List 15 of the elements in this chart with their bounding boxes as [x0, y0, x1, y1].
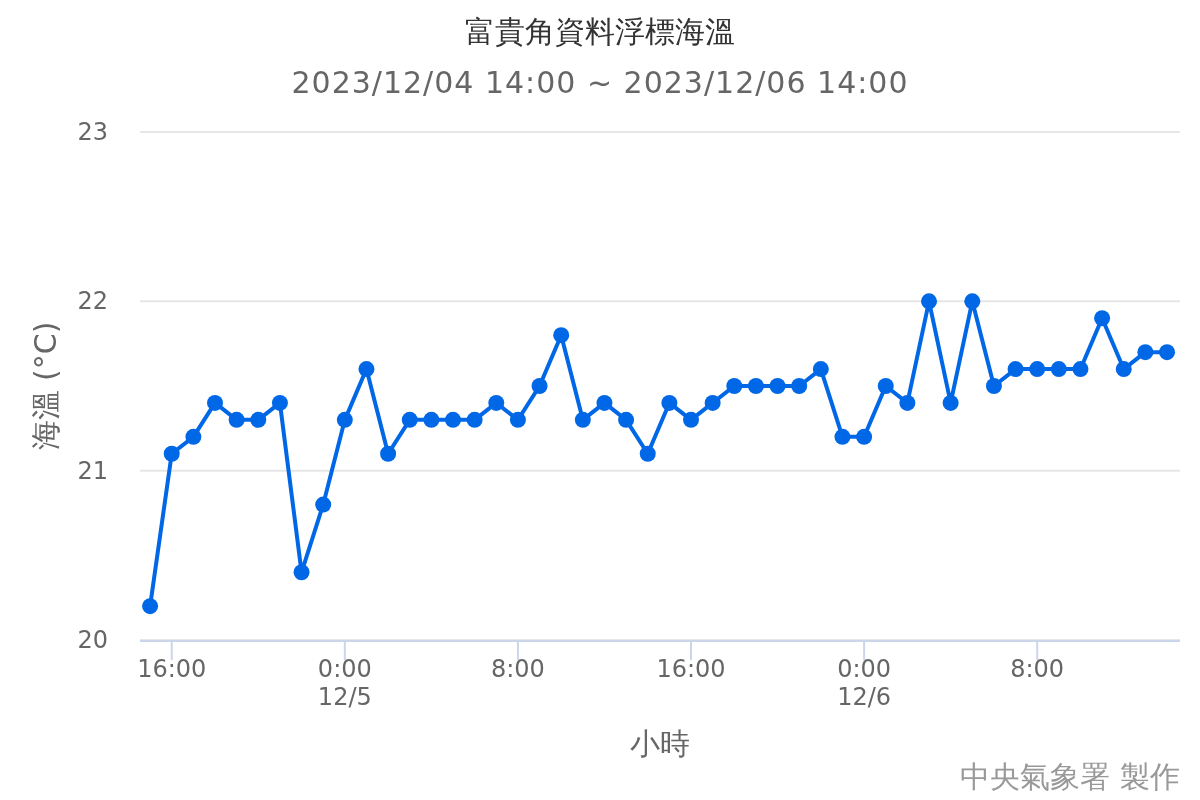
title: 富貴角資料浮標海溫	[465, 14, 735, 49]
ytick: 20	[77, 626, 108, 654]
xtick: 8:00	[1010, 655, 1065, 683]
xlabel: 小時	[630, 726, 690, 761]
subtitle: 2023/12/04 14:00 ~ 2023/12/06 14:00	[291, 65, 909, 100]
xtick: 16:00	[137, 655, 207, 683]
ytick: 21	[77, 456, 108, 485]
xtick: 16:00	[656, 655, 726, 683]
ytick: 23	[77, 118, 108, 146]
xtick: 8:00	[490, 655, 545, 683]
xtick: 0:00 12/6	[837, 655, 892, 711]
ylabel: 海溫 (°C)	[28, 321, 63, 451]
xtick: 0:00 12/5	[317, 655, 372, 711]
ytick: 22	[77, 287, 108, 316]
annotation: 中央氣象署 製作	[960, 759, 1180, 794]
